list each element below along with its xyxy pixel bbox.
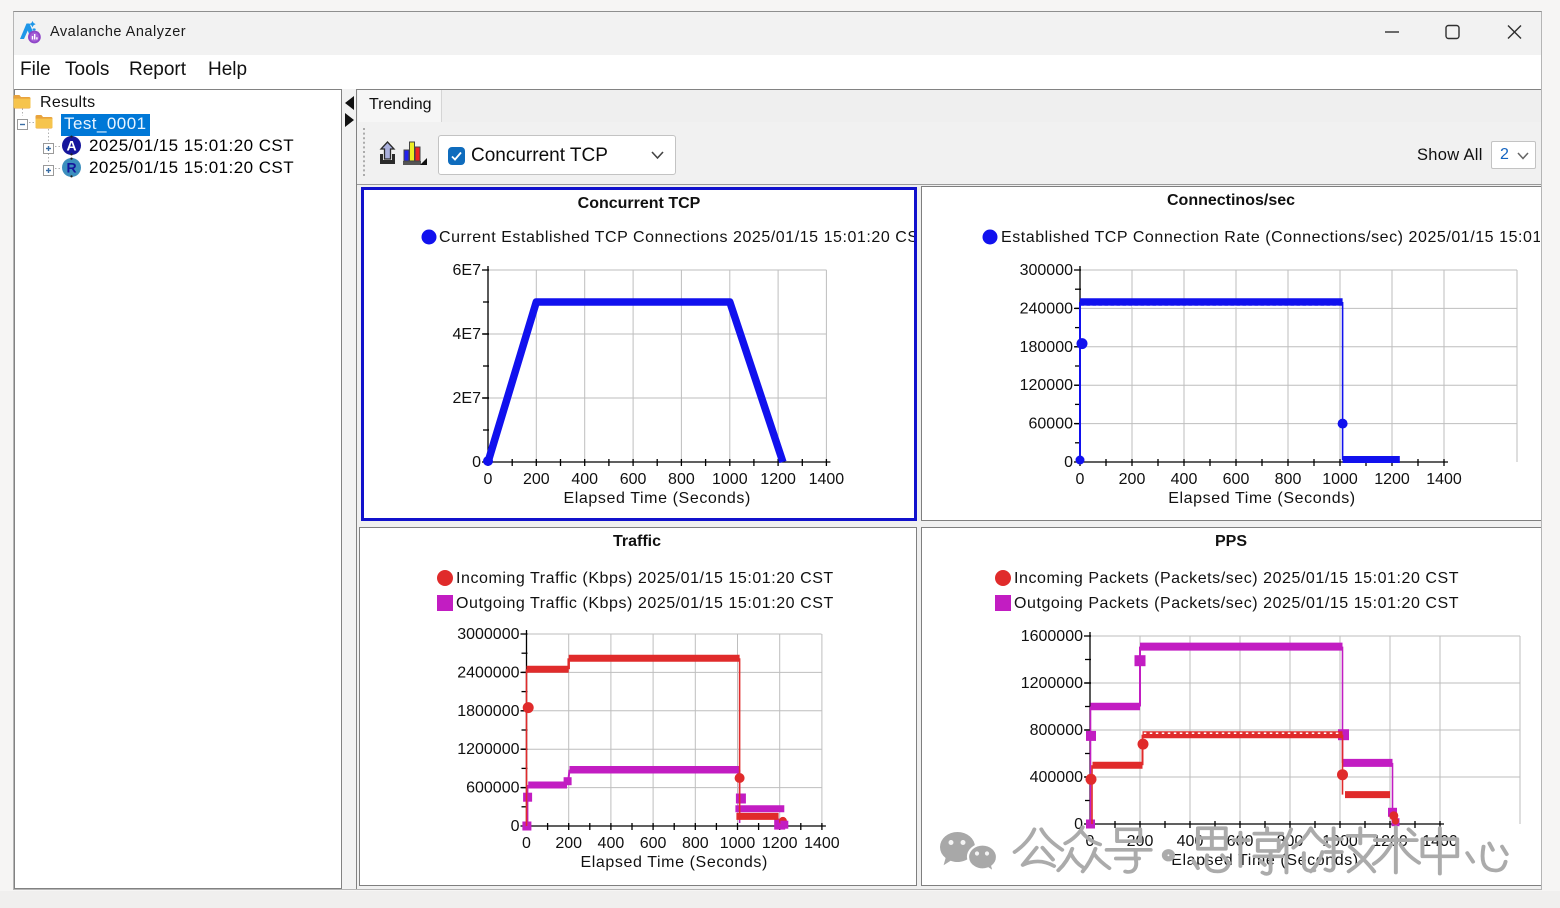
svg-text:400: 400 (1171, 471, 1198, 488)
svg-text:4E7: 4E7 (453, 326, 482, 343)
svg-text:1000: 1000 (1322, 471, 1358, 488)
svg-text:Incoming Packets (Packets/sec): Incoming Packets (Packets/sec) 2025/01/1… (1014, 570, 1459, 587)
svg-text:Current Established TCP Connec: Current Established TCP Connections 2025… (439, 229, 914, 246)
svg-text:600: 600 (640, 835, 667, 852)
svg-text:1600000: 1600000 (1021, 628, 1083, 645)
svg-text:Connectinos/sec: Connectinos/sec (1167, 192, 1295, 209)
svg-text:R: R (66, 160, 76, 176)
svg-text:A: A (66, 138, 76, 154)
svg-text:Outgoing Packets (Packets/sec): Outgoing Packets (Packets/sec) 2025/01/1… (1014, 595, 1459, 612)
svg-text:1200: 1200 (760, 471, 796, 488)
svg-text:1400: 1400 (809, 471, 845, 488)
svg-text:Established TCP Connection Rat: Established TCP Connection Rate (Connect… (1001, 229, 1540, 246)
svg-text:Concurrent TCP: Concurrent TCP (578, 195, 701, 212)
svg-text:6E7: 6E7 (453, 262, 482, 279)
svg-text:400: 400 (1177, 833, 1204, 850)
svg-text:400: 400 (571, 471, 598, 488)
svg-text:200: 200 (555, 835, 582, 852)
svg-text:Elapsed Time (Seconds): Elapsed Time (Seconds) (1171, 852, 1359, 869)
svg-text:1000: 1000 (712, 471, 748, 488)
svg-text:Outgoing Traffic (Kbps) 2025/0: Outgoing Traffic (Kbps) 2025/01/15 15:01… (456, 595, 834, 612)
svg-text:600: 600 (1223, 471, 1250, 488)
svg-text:Elapsed Time (Seconds): Elapsed Time (Seconds) (563, 490, 751, 507)
svg-text:1400: 1400 (1426, 471, 1462, 488)
svg-text:800: 800 (682, 835, 709, 852)
svg-text:1200000: 1200000 (457, 741, 519, 758)
svg-text:0: 0 (1064, 454, 1073, 471)
svg-text:200: 200 (1127, 833, 1154, 850)
svg-text:1200: 1200 (1372, 833, 1408, 850)
svg-text:600000: 600000 (466, 780, 519, 797)
svg-text:200: 200 (523, 471, 550, 488)
svg-text:1400: 1400 (804, 835, 840, 852)
svg-text:240000: 240000 (1020, 300, 1073, 317)
svg-text:600: 600 (620, 471, 647, 488)
svg-text:300000: 300000 (1020, 262, 1073, 279)
svg-text:0: 0 (472, 454, 481, 471)
svg-text:1800000: 1800000 (457, 703, 519, 720)
svg-text:400000: 400000 (1030, 769, 1083, 786)
svg-text:0: 0 (1076, 471, 1085, 488)
svg-text:0: 0 (511, 818, 520, 835)
svg-text:800000: 800000 (1030, 722, 1083, 739)
svg-text:1000: 1000 (1322, 833, 1358, 850)
svg-text:1200: 1200 (1374, 471, 1410, 488)
svg-text:Incoming Traffic (Kbps) 2025/0: Incoming Traffic (Kbps) 2025/01/15 15:01… (456, 570, 834, 587)
svg-text:800: 800 (1277, 833, 1304, 850)
svg-text:3000000: 3000000 (457, 626, 519, 643)
svg-text:Elapsed Time (Seconds): Elapsed Time (Seconds) (1168, 490, 1356, 507)
svg-text:1000: 1000 (720, 835, 756, 852)
svg-text:120000: 120000 (1020, 377, 1073, 394)
svg-text:200: 200 (1119, 471, 1146, 488)
svg-text:600: 600 (1227, 833, 1254, 850)
svg-text:2400000: 2400000 (457, 664, 519, 681)
svg-text:Traffic: Traffic (613, 533, 661, 550)
svg-text:0: 0 (522, 835, 531, 852)
svg-text:0: 0 (484, 471, 493, 488)
svg-text:0: 0 (1086, 833, 1095, 850)
svg-text:2E7: 2E7 (453, 390, 482, 407)
svg-text:1400: 1400 (1422, 833, 1458, 850)
svg-text:0: 0 (1074, 816, 1083, 833)
svg-text:180000: 180000 (1020, 339, 1073, 356)
svg-text:800: 800 (668, 471, 695, 488)
svg-text:PPS: PPS (1215, 533, 1247, 550)
svg-text:Elapsed Time (Seconds): Elapsed Time (Seconds) (580, 854, 768, 871)
svg-text:1200000: 1200000 (1021, 675, 1083, 692)
svg-text:60000: 60000 (1029, 416, 1074, 433)
svg-text:1200: 1200 (762, 835, 798, 852)
svg-text:800: 800 (1275, 471, 1302, 488)
svg-text:400: 400 (598, 835, 625, 852)
